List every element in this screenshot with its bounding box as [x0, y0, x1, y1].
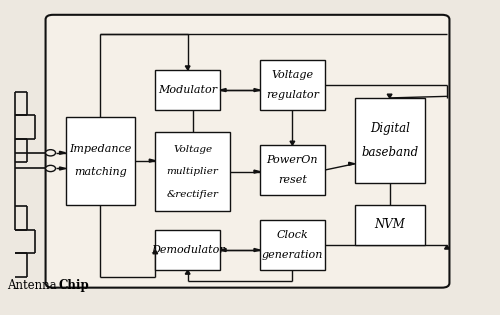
Text: Antenna: Antenna — [6, 279, 56, 292]
Text: Clock: Clock — [276, 230, 308, 240]
Bar — [260, 60, 325, 111]
Bar — [156, 70, 220, 111]
Bar — [260, 220, 325, 270]
Polygon shape — [150, 159, 156, 162]
Text: PowerOn: PowerOn — [266, 155, 318, 165]
Bar — [156, 230, 220, 270]
Text: generation: generation — [262, 250, 323, 260]
FancyBboxPatch shape — [46, 15, 450, 288]
Text: regulator: regulator — [266, 90, 319, 100]
Text: Voltage: Voltage — [272, 70, 314, 80]
Bar — [260, 145, 325, 195]
Bar — [156, 132, 230, 211]
Polygon shape — [387, 94, 392, 98]
Text: Digital: Digital — [370, 122, 410, 135]
Polygon shape — [186, 66, 190, 70]
Text: Modulator: Modulator — [158, 85, 217, 95]
Polygon shape — [220, 89, 226, 92]
Polygon shape — [348, 162, 354, 165]
Polygon shape — [153, 250, 158, 254]
Text: reset: reset — [278, 175, 307, 185]
Text: Voltage: Voltage — [173, 145, 212, 154]
Bar — [66, 117, 136, 204]
Text: &rectifier: &rectifier — [166, 190, 218, 198]
Polygon shape — [220, 249, 226, 251]
Polygon shape — [60, 151, 66, 154]
Bar — [354, 204, 424, 245]
Text: Impedance: Impedance — [69, 144, 132, 154]
Text: matching: matching — [74, 167, 127, 177]
Circle shape — [46, 165, 56, 172]
Text: baseband: baseband — [361, 146, 418, 158]
Polygon shape — [186, 270, 190, 274]
Text: NVM: NVM — [374, 218, 405, 232]
Circle shape — [46, 150, 56, 156]
Polygon shape — [60, 167, 66, 170]
Bar — [354, 98, 424, 183]
Polygon shape — [290, 141, 295, 145]
Polygon shape — [254, 249, 260, 251]
Polygon shape — [444, 245, 450, 249]
Text: Demodulator: Demodulator — [151, 245, 224, 255]
Polygon shape — [254, 89, 260, 92]
Text: Chip: Chip — [58, 279, 89, 292]
Polygon shape — [254, 170, 260, 173]
Text: multiplier: multiplier — [166, 167, 218, 176]
